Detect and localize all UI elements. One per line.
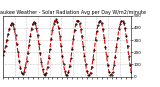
Title: Milwaukee Weather - Solar Radiation Avg per Day W/m2/minute: Milwaukee Weather - Solar Radiation Avg … bbox=[0, 10, 146, 15]
